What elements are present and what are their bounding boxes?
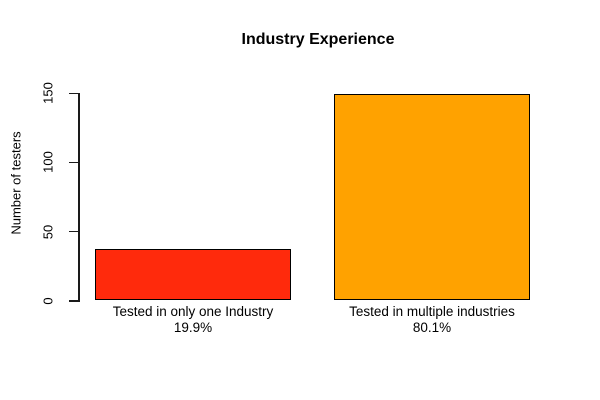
y-axis-tick [69,161,78,164]
y-axis-tick [69,92,78,94]
category-label-0: Tested in only one Industry 19.9% [53,304,333,336]
y-axis-tick-label: 150 [40,82,56,105]
y-axis-tick-label: 50 [40,224,56,239]
chart-title: Industry Experience [241,31,395,48]
y-axis-line [78,92,80,302]
bar-0 [95,248,291,300]
y-axis-tick [69,300,78,302]
y-axis-label: Number of testers [8,131,24,235]
category-percent: 80.1% [412,320,452,335]
bar-1 [334,93,530,300]
category-label-1: Tested in multiple industries 80.1% [292,304,572,336]
y-axis-tick [69,230,78,233]
category-name: Tested in only one Industry [112,304,274,319]
y-axis-tick-label: 100 [40,151,56,174]
category-percent: 19.9% [173,320,213,335]
category-name: Tested in multiple industries [349,304,515,319]
